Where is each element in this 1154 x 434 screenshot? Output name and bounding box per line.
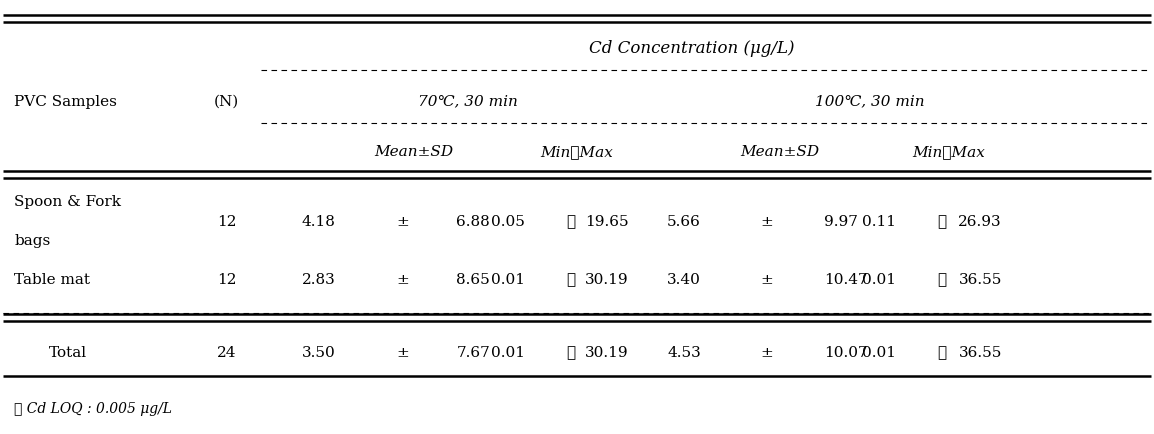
Text: 3.50: 3.50 <box>302 345 336 359</box>
Text: 8.65: 8.65 <box>457 272 490 286</box>
Text: 2.83: 2.83 <box>302 272 336 286</box>
Text: ～: ～ <box>567 214 576 228</box>
Text: 36.55: 36.55 <box>959 272 1002 286</box>
Text: 12: 12 <box>217 272 237 286</box>
Text: 70℃, 30 min: 70℃, 30 min <box>418 94 518 108</box>
Text: 24: 24 <box>217 345 237 359</box>
Text: 12: 12 <box>217 214 237 228</box>
Text: 30.19: 30.19 <box>585 345 629 359</box>
Text: 7.67: 7.67 <box>457 345 490 359</box>
Text: 4.18: 4.18 <box>302 214 336 228</box>
Text: ±: ± <box>396 214 409 228</box>
Text: Mean±SD: Mean±SD <box>740 145 819 158</box>
Text: bags: bags <box>14 233 51 247</box>
Text: Table mat: Table mat <box>14 272 90 286</box>
Text: 36.55: 36.55 <box>959 345 1002 359</box>
Text: 10.07: 10.07 <box>824 345 868 359</box>
Text: ±: ± <box>760 272 773 286</box>
Text: PVC Samples: PVC Samples <box>14 94 118 108</box>
Text: 0.11: 0.11 <box>862 214 897 228</box>
Text: Spoon & Fork: Spoon & Fork <box>14 195 121 209</box>
Text: 0.01: 0.01 <box>862 345 897 359</box>
Text: 0.01: 0.01 <box>492 345 525 359</box>
Text: ～: ～ <box>567 272 576 286</box>
Text: Cd Concentration (μg/L): Cd Concentration (μg/L) <box>589 40 795 57</box>
Text: 3.40: 3.40 <box>667 272 700 286</box>
Text: Total: Total <box>48 345 87 359</box>
Text: ～: ～ <box>938 272 946 286</box>
Text: 9.97: 9.97 <box>824 214 857 228</box>
Text: 0.01: 0.01 <box>862 272 897 286</box>
Text: ±: ± <box>760 214 773 228</box>
Text: ±: ± <box>396 345 409 359</box>
Text: 26.93: 26.93 <box>958 214 1002 228</box>
Text: ±: ± <box>760 345 773 359</box>
Text: 100℃, 30 min: 100℃, 30 min <box>815 94 924 108</box>
Text: 5.66: 5.66 <box>667 214 700 228</box>
Text: ※ Cd LOQ : 0.005 μg/L: ※ Cd LOQ : 0.005 μg/L <box>14 401 172 414</box>
Text: 6.88: 6.88 <box>457 214 490 228</box>
Text: 0.05: 0.05 <box>492 214 525 228</box>
Text: Mean±SD: Mean±SD <box>374 145 452 158</box>
Text: 19.65: 19.65 <box>585 214 629 228</box>
Text: (N): (N) <box>215 94 239 108</box>
Text: 4.53: 4.53 <box>667 345 700 359</box>
Text: 10.47: 10.47 <box>824 272 868 286</box>
Text: 30.19: 30.19 <box>585 272 629 286</box>
Text: 0.01: 0.01 <box>492 272 525 286</box>
Text: ～: ～ <box>938 345 946 359</box>
Text: ±: ± <box>396 272 409 286</box>
Text: Min～Max: Min～Max <box>540 145 614 158</box>
Text: Min～Max: Min～Max <box>913 145 986 158</box>
Text: ～: ～ <box>567 345 576 359</box>
Text: ～: ～ <box>938 214 946 228</box>
